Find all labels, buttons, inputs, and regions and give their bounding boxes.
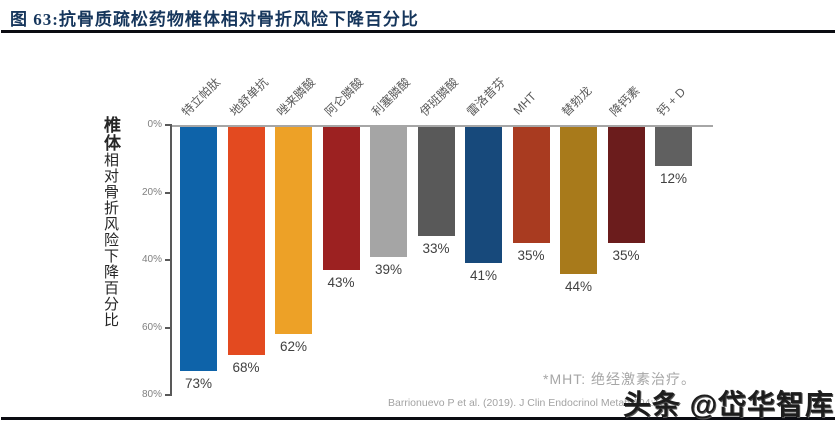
y-tick-label: 0% — [147, 119, 162, 130]
bar — [607, 127, 645, 244]
plot-area: 0% 20% 40% 60% 80% 73% 特立帕肽 68% 地舒单抗 62% 唑来膦酸 43% 阿仑… — [142, 75, 713, 400]
category-label: 唑来膦酸 — [274, 75, 318, 119]
y-tick-mark — [165, 394, 172, 396]
y-tick-mark — [165, 124, 172, 126]
category-label: 特立帕肽 — [179, 75, 223, 119]
category-label: MHT — [510, 89, 539, 118]
footnote: *MHT: 绝经激素治疗。 — [543, 371, 696, 387]
source-citation: Barrionuevo P et al. (2019). J Clin Endo… — [388, 397, 671, 409]
bar-value-label: 35% — [517, 248, 545, 264]
watermark: 头条 @岱华智库 — [622, 389, 834, 420]
title-divider — [1, 30, 835, 33]
bar-value-label: 39% — [374, 261, 403, 277]
bar — [275, 127, 312, 335]
y-tick-label: 60% — [141, 321, 162, 333]
bar — [322, 127, 360, 271]
y-axis-title-rest: 相对骨折风险下降百分比 — [102, 152, 119, 328]
bar-value-label: 33% — [422, 241, 450, 257]
category-label: 钙 + D — [654, 84, 689, 119]
bar-value-label: 43% — [327, 275, 355, 291]
y-tick-mark — [165, 326, 172, 329]
bottom-divider — [1, 417, 835, 420]
y-tick-mark — [165, 191, 172, 194]
y-tick-mark — [165, 259, 172, 261]
bar-value-label: 68% — [232, 359, 260, 375]
figure-title: 图 63:抗骨质疏松药物椎体相对骨折风险下降百分比 — [10, 10, 419, 29]
y-axis-title: 椎体相对骨折风险下降百分比 — [99, 116, 121, 378]
zero-gridline — [172, 125, 713, 127]
bar — [370, 127, 407, 257]
category-label: 地舒单抗 — [226, 75, 271, 119]
y-tick-label: 20% — [141, 186, 162, 198]
bar — [512, 127, 550, 244]
bar — [655, 127, 692, 166]
category-label: 利塞膦酸 — [369, 75, 413, 119]
bar-value-label: 62% — [279, 339, 308, 355]
bar-value-label: 73% — [184, 376, 213, 392]
bar — [180, 127, 217, 372]
bar-value-label: 44% — [564, 278, 593, 294]
category-label: 降钙素 — [606, 83, 642, 119]
bar — [417, 127, 455, 237]
y-axis-title-bold: 椎体 — [101, 116, 120, 152]
category-label: 替勃龙 — [559, 83, 595, 119]
y-tick-label: 40% — [141, 254, 162, 265]
y-tick-label: 80% — [141, 389, 162, 400]
bar — [560, 127, 597, 274]
bar-value-label: 35% — [612, 248, 640, 264]
bar-value-label: 12% — [659, 170, 688, 186]
bar-value-label: 41% — [469, 268, 498, 284]
category-label: 雷洛昔芬 — [464, 75, 508, 119]
category-label: 伊班膦酸 — [416, 75, 461, 119]
category-label: 阿仑膦酸 — [321, 75, 366, 119]
bar — [465, 127, 502, 264]
bar — [227, 127, 265, 355]
